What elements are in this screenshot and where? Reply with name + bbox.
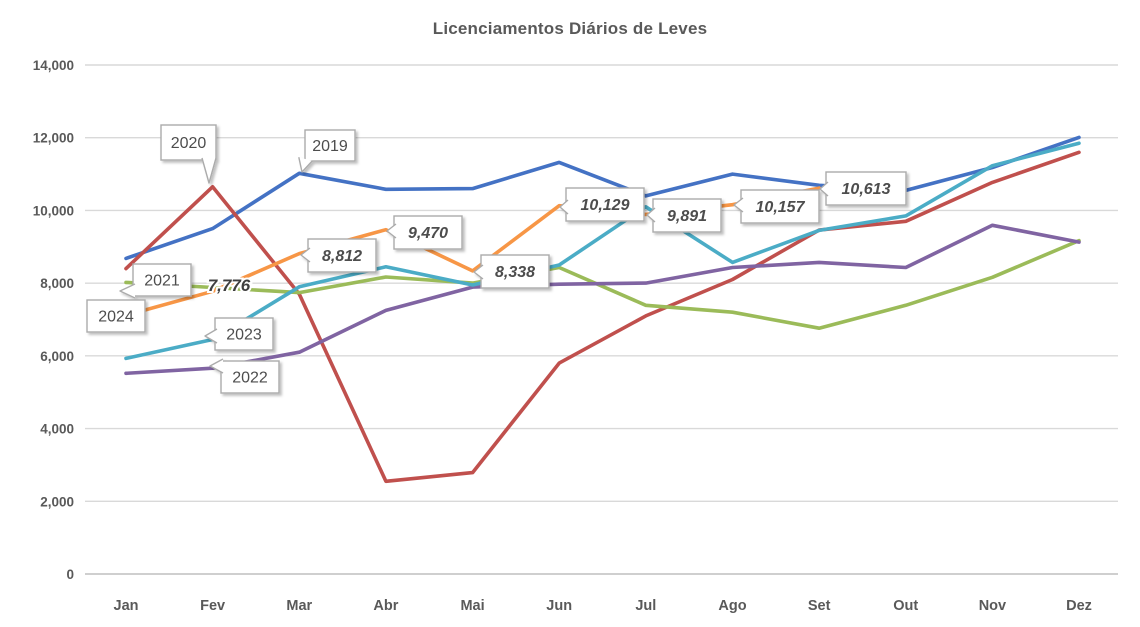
callout-box	[740, 189, 820, 224]
callout-text: 10,157	[756, 199, 806, 216]
callout-pointer	[733, 197, 744, 213]
series-line-2020	[124, 150, 1081, 484]
x-axis-label-mar: Mar	[286, 598, 312, 614]
series-line-2021	[124, 238, 1081, 331]
y-axis-tick-label: 2,000	[40, 494, 74, 509]
x-axis-label-set: Set	[808, 598, 831, 614]
callout-text: 8,812	[322, 248, 362, 265]
callout-pointer	[473, 264, 484, 280]
callout-text: 8,338	[495, 264, 535, 281]
series-line-2023	[124, 141, 1081, 361]
y-axis-tick-label: 6,000	[40, 349, 74, 364]
y-axis-tick-label: 10,000	[33, 203, 74, 218]
callout-box	[652, 198, 722, 233]
value-label-7,776: 7,776	[208, 276, 251, 295]
value-callout-8,812: 8,812	[300, 238, 377, 273]
callout-pointer	[646, 207, 656, 223]
callout-text: 9,891	[667, 208, 707, 225]
value-callout-9,470: 9,470	[386, 215, 463, 250]
x-axis-label-jan: Jan	[114, 598, 139, 614]
callout-pointer	[386, 223, 397, 239]
chart-title: Licenciamentos Diários de Leves	[432, 19, 708, 38]
callout-box	[480, 254, 550, 289]
x-axis-label-abr: Abr	[373, 598, 398, 614]
callout-pointer	[559, 199, 569, 215]
x-axis-label-dez: Dez	[1066, 598, 1092, 614]
callout-pointer	[119, 283, 136, 299]
y-axis-tick-label: 12,000	[33, 131, 74, 146]
value-callout-8,338: 8,338	[473, 254, 550, 289]
callout-box	[304, 129, 356, 162]
x-axis-label-jun: Jun	[546, 598, 572, 614]
y-axis-tick-label: 14,000	[33, 58, 74, 73]
callout-text: 2024	[98, 309, 134, 326]
callout-box	[307, 238, 377, 273]
value-callout-10,613: 10,613	[819, 171, 907, 206]
series-callout-2022: 2022	[209, 358, 280, 394]
series-callout-2024: 2024	[86, 299, 146, 333]
series-callout-2020: 2020	[160, 124, 217, 184]
callout-text: 2021	[144, 273, 180, 290]
callout-text: 10,613	[842, 181, 891, 198]
x-axis-label-ago: Ago	[718, 598, 746, 614]
callout-pointer	[819, 181, 829, 197]
callout-text: 2023	[226, 327, 262, 344]
callout-text: 10,129	[581, 197, 630, 214]
callout-text: 9,470	[408, 225, 448, 242]
x-axis-label-out: Out	[893, 598, 918, 614]
callout-box	[132, 263, 192, 297]
series-callout-2019: 2019	[298, 129, 356, 173]
callout-box	[220, 360, 280, 394]
callout-pointer	[298, 157, 313, 173]
x-axis-label-nov: Nov	[979, 598, 1006, 614]
callout-pointer	[204, 328, 218, 344]
callout-box	[86, 299, 146, 333]
series-callout-2023: 2023	[204, 317, 274, 351]
callout-box	[160, 124, 217, 161]
y-axis-tick-label: 8,000	[40, 276, 74, 291]
value-callout-10,129: 10,129	[559, 187, 645, 222]
callout-box	[825, 171, 907, 206]
series-line-2022	[124, 223, 1081, 376]
callout-text: 2022	[232, 370, 268, 387]
callout-text: 2020	[171, 135, 207, 152]
x-axis-label-mai: Mai	[460, 598, 484, 614]
callout-pointer	[300, 247, 311, 263]
series-line-2019	[124, 135, 1081, 261]
y-axis-tick-label: 4,000	[40, 422, 74, 437]
value-callout-9,891: 9,891	[646, 198, 722, 233]
x-axis-label-fev: Fev	[200, 598, 225, 614]
value-callout-10,157: 10,157	[733, 189, 820, 224]
callout-pointer	[201, 157, 217, 184]
y-axis-tick-label: 0	[66, 567, 74, 582]
x-axis-label-jul: Jul	[635, 598, 656, 614]
series-callout-2021: 2021	[119, 263, 192, 299]
callout-text: 2019	[312, 138, 348, 155]
callout-pointer	[209, 358, 224, 374]
